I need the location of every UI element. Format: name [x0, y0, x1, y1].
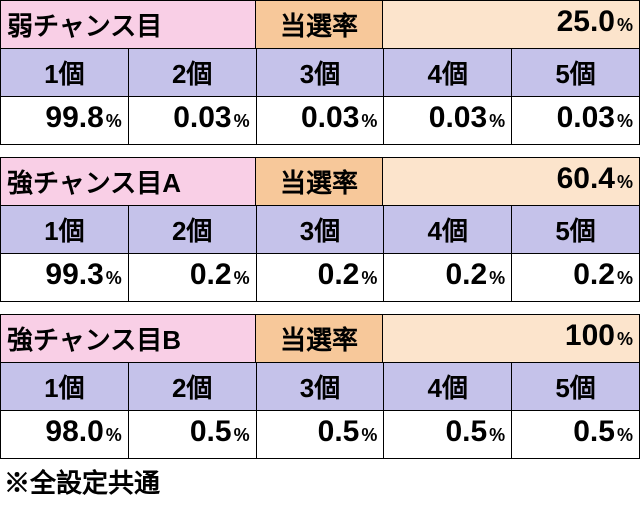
count-header: 2個	[129, 206, 257, 254]
value-row: 98.0%0.5%0.5%0.5%0.5%	[1, 411, 639, 459]
value-number: 0.03	[557, 101, 615, 135]
percent-sign: %	[617, 15, 633, 36]
section-gap	[0, 302, 640, 314]
value-number: 98.0	[45, 415, 103, 449]
percent-sign: %	[617, 268, 633, 289]
count-header: 1個	[1, 363, 129, 411]
value-cell: 0.2%	[129, 254, 257, 302]
count-header: 3個	[257, 49, 385, 97]
count-header: 5個	[512, 49, 639, 97]
percent-sign: %	[106, 111, 122, 132]
value-cell: 0.2%	[512, 254, 639, 302]
winrate-value: 25.0%	[383, 1, 639, 49]
percent-sign: %	[489, 268, 505, 289]
percent-sign: %	[106, 425, 122, 446]
value-number: 0.2	[190, 258, 232, 292]
header-row: 強チャンス目B当選率100%	[1, 315, 639, 363]
percent-sign: %	[361, 111, 377, 132]
winrate-number: 60.4	[557, 162, 615, 196]
winrate-number: 100	[565, 319, 615, 353]
percent-sign: %	[106, 268, 122, 289]
value-number: 99.3	[45, 258, 103, 292]
footer-note: ※全設定共通	[0, 459, 640, 504]
count-header: 2個	[129, 49, 257, 97]
value-number: 99.8	[45, 101, 103, 135]
count-header: 1個	[1, 206, 129, 254]
value-cell: 0.03%	[257, 97, 385, 145]
percent-sign: %	[361, 268, 377, 289]
percent-sign: %	[617, 425, 633, 446]
percent-sign: %	[617, 111, 633, 132]
winrate-label: 当選率	[256, 315, 383, 363]
value-row: 99.8%0.03%0.03%0.03%0.03%	[1, 97, 639, 145]
count-header-row: 1個2個3個4個5個	[1, 49, 639, 97]
winrate-value: 60.4%	[383, 158, 639, 206]
percent-sign: %	[234, 268, 250, 289]
section-gap	[0, 145, 640, 157]
count-header: 5個	[512, 363, 639, 411]
count-header: 4個	[384, 363, 512, 411]
count-header: 4個	[384, 49, 512, 97]
count-header: 3個	[257, 206, 385, 254]
winrate-number: 25.0	[557, 5, 615, 39]
count-header-row: 1個2個3個4個5個	[1, 206, 639, 254]
percent-sign: %	[234, 111, 250, 132]
value-cell: 0.03%	[384, 97, 512, 145]
value-number: 0.2	[573, 258, 615, 292]
percent-sign: %	[361, 425, 377, 446]
rate-table-section: 強チャンス目A当選率60.4%1個2個3個4個5個99.3%0.2%0.2%0.…	[0, 157, 640, 302]
percent-sign: %	[234, 425, 250, 446]
value-cell: 0.5%	[129, 411, 257, 459]
value-cell: 0.03%	[129, 97, 257, 145]
count-header: 1個	[1, 49, 129, 97]
winrate-value: 100%	[383, 315, 639, 363]
value-cell: 0.2%	[384, 254, 512, 302]
count-header: 3個	[257, 363, 385, 411]
section-title: 弱チャンス目	[1, 1, 256, 49]
value-cell: 0.5%	[257, 411, 385, 459]
percent-sign: %	[617, 172, 633, 193]
percent-sign: %	[489, 425, 505, 446]
value-number: 0.5	[573, 415, 615, 449]
header-row: 強チャンス目A当選率60.4%	[1, 158, 639, 206]
value-cell: 99.8%	[1, 97, 129, 145]
value-number: 0.03	[429, 101, 487, 135]
value-number: 0.03	[173, 101, 231, 135]
count-header: 5個	[512, 206, 639, 254]
value-cell: 98.0%	[1, 411, 129, 459]
winrate-label: 当選率	[256, 1, 383, 49]
winrate-label: 当選率	[256, 158, 383, 206]
percent-sign: %	[489, 111, 505, 132]
value-number: 0.2	[318, 258, 360, 292]
value-cell: 0.5%	[512, 411, 639, 459]
count-header: 2個	[129, 363, 257, 411]
section-title: 強チャンス目A	[1, 158, 256, 206]
value-number: 0.03	[301, 101, 359, 135]
value-number: 0.5	[445, 415, 487, 449]
value-row: 99.3%0.2%0.2%0.2%0.2%	[1, 254, 639, 302]
header-row: 弱チャンス目当選率25.0%	[1, 1, 639, 49]
rate-table-section: 弱チャンス目当選率25.0%1個2個3個4個5個99.8%0.03%0.03%0…	[0, 0, 640, 145]
value-cell: 0.2%	[257, 254, 385, 302]
rate-table-section: 強チャンス目B当選率100%1個2個3個4個5個98.0%0.5%0.5%0.5…	[0, 314, 640, 459]
value-number: 0.5	[318, 415, 360, 449]
count-header-row: 1個2個3個4個5個	[1, 363, 639, 411]
value-cell: 0.5%	[384, 411, 512, 459]
count-header: 4個	[384, 206, 512, 254]
value-number: 0.5	[190, 415, 232, 449]
percent-sign: %	[617, 329, 633, 350]
section-title: 強チャンス目B	[1, 315, 256, 363]
value-cell: 0.03%	[512, 97, 639, 145]
value-number: 0.2	[445, 258, 487, 292]
value-cell: 99.3%	[1, 254, 129, 302]
